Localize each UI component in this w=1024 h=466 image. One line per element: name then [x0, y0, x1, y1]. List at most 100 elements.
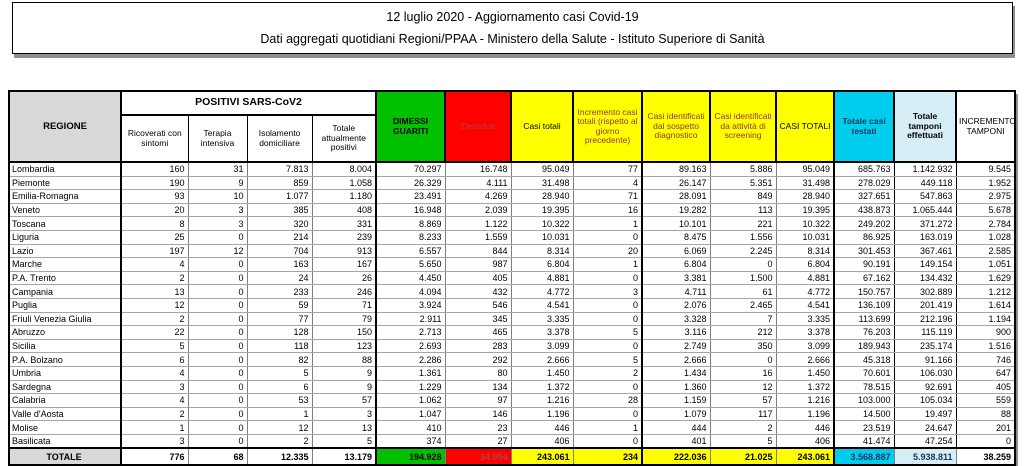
table-row: Sicilia 5 0 118 123 2.693 283 3.099 0 2.749 350 3.0… [8, 339, 1017, 354]
value-cell: 134.432 [894, 271, 957, 286]
value-cell: 90.191 [834, 257, 895, 272]
value-cell: 0 [573, 339, 644, 354]
value-cell: 189.943 [834, 339, 895, 354]
value-cell: 92.691 [894, 380, 957, 395]
value-cell: 5 [247, 366, 313, 381]
value-cell: 19.282 [642, 203, 711, 218]
value-cell: 3 [121, 380, 189, 395]
region-name: Veneto [8, 203, 122, 218]
value-cell: 3 [188, 216, 248, 231]
value-cell: 2.039 [445, 203, 512, 218]
value-cell: 71 [312, 298, 378, 313]
value-cell: 444 [642, 420, 711, 435]
value-cell: 4.094 [376, 284, 446, 299]
value-cell: 70.601 [834, 366, 895, 381]
value-cell: 1.047 [376, 407, 446, 422]
value-cell: 2.975 [956, 189, 1017, 204]
value-cell: 3 [188, 203, 248, 218]
table-body: Lombardia 160 31 7.813 8.004 70.297 16.748 95.0… [8, 162, 1017, 449]
value-cell: 4 [573, 176, 644, 191]
value-cell: 2 [121, 407, 189, 422]
value-cell: 844 [445, 244, 512, 259]
value-cell: 8.233 [376, 230, 446, 245]
value-cell: 1 [247, 407, 313, 422]
value-cell: 0 [188, 230, 248, 245]
value-cell: 71 [573, 189, 644, 204]
value-cell: 57 [710, 393, 777, 408]
value-cell: 79 [312, 312, 378, 327]
report-title-line2: Dati aggregati quotidiani Regioni/PPAA -… [260, 31, 765, 46]
table-row: Calabria 4 0 53 57 1.062 97 1.216 28 1.159 57 1.216… [8, 393, 1017, 408]
value-cell: 13 [312, 420, 378, 435]
value-cell: 0 [573, 407, 644, 422]
value-cell: 4.450 [376, 271, 446, 286]
value-cell: 128 [247, 325, 313, 340]
value-cell: 1.952 [956, 176, 1017, 191]
value-cell: 1 [121, 420, 189, 435]
region-name: Basilicata [8, 434, 122, 449]
value-cell: 2.666 [642, 352, 711, 367]
value-cell: 446 [511, 420, 574, 435]
value-cell: 4.772 [776, 284, 836, 299]
value-cell: 1.051 [956, 257, 1017, 272]
value-cell: 4.541 [776, 298, 836, 313]
value-cell: 1.450 [511, 366, 574, 381]
header-totale-positivi: Totale attualmente positivi [311, 114, 377, 163]
value-cell: 61 [710, 284, 777, 299]
value-cell: 1.196 [776, 407, 836, 422]
value-cell: 1.180 [312, 189, 378, 204]
table-row: P.A. Trento 2 0 24 26 4.450 405 4.881 0 3.381 1.50… [8, 271, 1017, 286]
value-cell: 80 [445, 366, 512, 381]
value-cell: 16.748 [445, 162, 512, 177]
value-cell: 88 [956, 407, 1017, 422]
value-cell: 4.711 [642, 284, 711, 299]
value-cell: 6.804 [642, 257, 711, 272]
value-cell: 8 [121, 216, 189, 231]
value-cell: 1.062 [376, 393, 446, 408]
value-cell: 2.076 [642, 298, 711, 313]
value-cell: 136.109 [834, 298, 895, 313]
value-cell: 103.000 [834, 393, 895, 408]
value-cell: 197 [121, 244, 189, 259]
value-cell: 115.119 [894, 325, 957, 340]
value-cell: 0 [188, 339, 248, 354]
value-cell: 14.500 [834, 407, 895, 422]
covid-data-table: REGIONE POSITIVI SARS-CoV2 DIMESSI GUARI… [8, 90, 1017, 466]
value-cell: 2 [121, 271, 189, 286]
value-cell: 3.335 [776, 312, 836, 327]
table-row: Lazio 197 12 704 913 6.557 844 8.314 20 6.069 2.24… [8, 244, 1017, 259]
value-cell: 302.889 [894, 284, 957, 299]
value-cell: 26.147 [642, 176, 711, 191]
value-cell: 5 [573, 352, 644, 367]
value-cell: 1.614 [956, 298, 1017, 313]
value-cell: 0 [188, 420, 248, 435]
region-name: Abruzzo [8, 325, 122, 340]
value-cell: 160 [121, 162, 189, 177]
value-cell: 3.378 [511, 325, 574, 340]
value-cell: 2.465 [710, 298, 777, 313]
value-cell: 320 [247, 216, 313, 231]
value-cell: 401 [642, 434, 711, 449]
value-cell: 1.559 [445, 230, 512, 245]
value-cell: 2.286 [376, 352, 446, 367]
value-cell: 19.395 [776, 203, 836, 218]
value-cell: 2.585 [956, 244, 1017, 259]
table-row: Marche 4 0 163 167 5.650 987 6.804 1 6.804 0 6.804 9… [8, 257, 1017, 272]
value-cell: 212.196 [894, 312, 957, 327]
value-cell: 76.203 [834, 325, 895, 340]
value-cell: 1.360 [642, 380, 711, 395]
value-cell: 89.163 [642, 162, 711, 177]
table-row: Umbria 4 0 5 9 1.361 80 1.450 2 1.434 16 1.450 70.60… [8, 366, 1017, 381]
value-cell: 8.475 [642, 230, 711, 245]
value-cell: 249.202 [834, 216, 895, 231]
value-cell: 1.434 [642, 366, 711, 381]
value-cell: 118 [247, 339, 313, 354]
value-cell: 93 [121, 189, 189, 204]
region-name: Campania [8, 284, 122, 299]
value-cell: 53 [247, 393, 313, 408]
table-row: Campania 13 0 233 246 4.094 432 4.772 3 4.711 61 4.… [8, 284, 1017, 299]
region-name: P.A. Bolzano [8, 352, 122, 367]
value-cell: 86.925 [834, 230, 895, 245]
value-cell: 12 [188, 244, 248, 259]
value-cell: 0 [188, 284, 248, 299]
